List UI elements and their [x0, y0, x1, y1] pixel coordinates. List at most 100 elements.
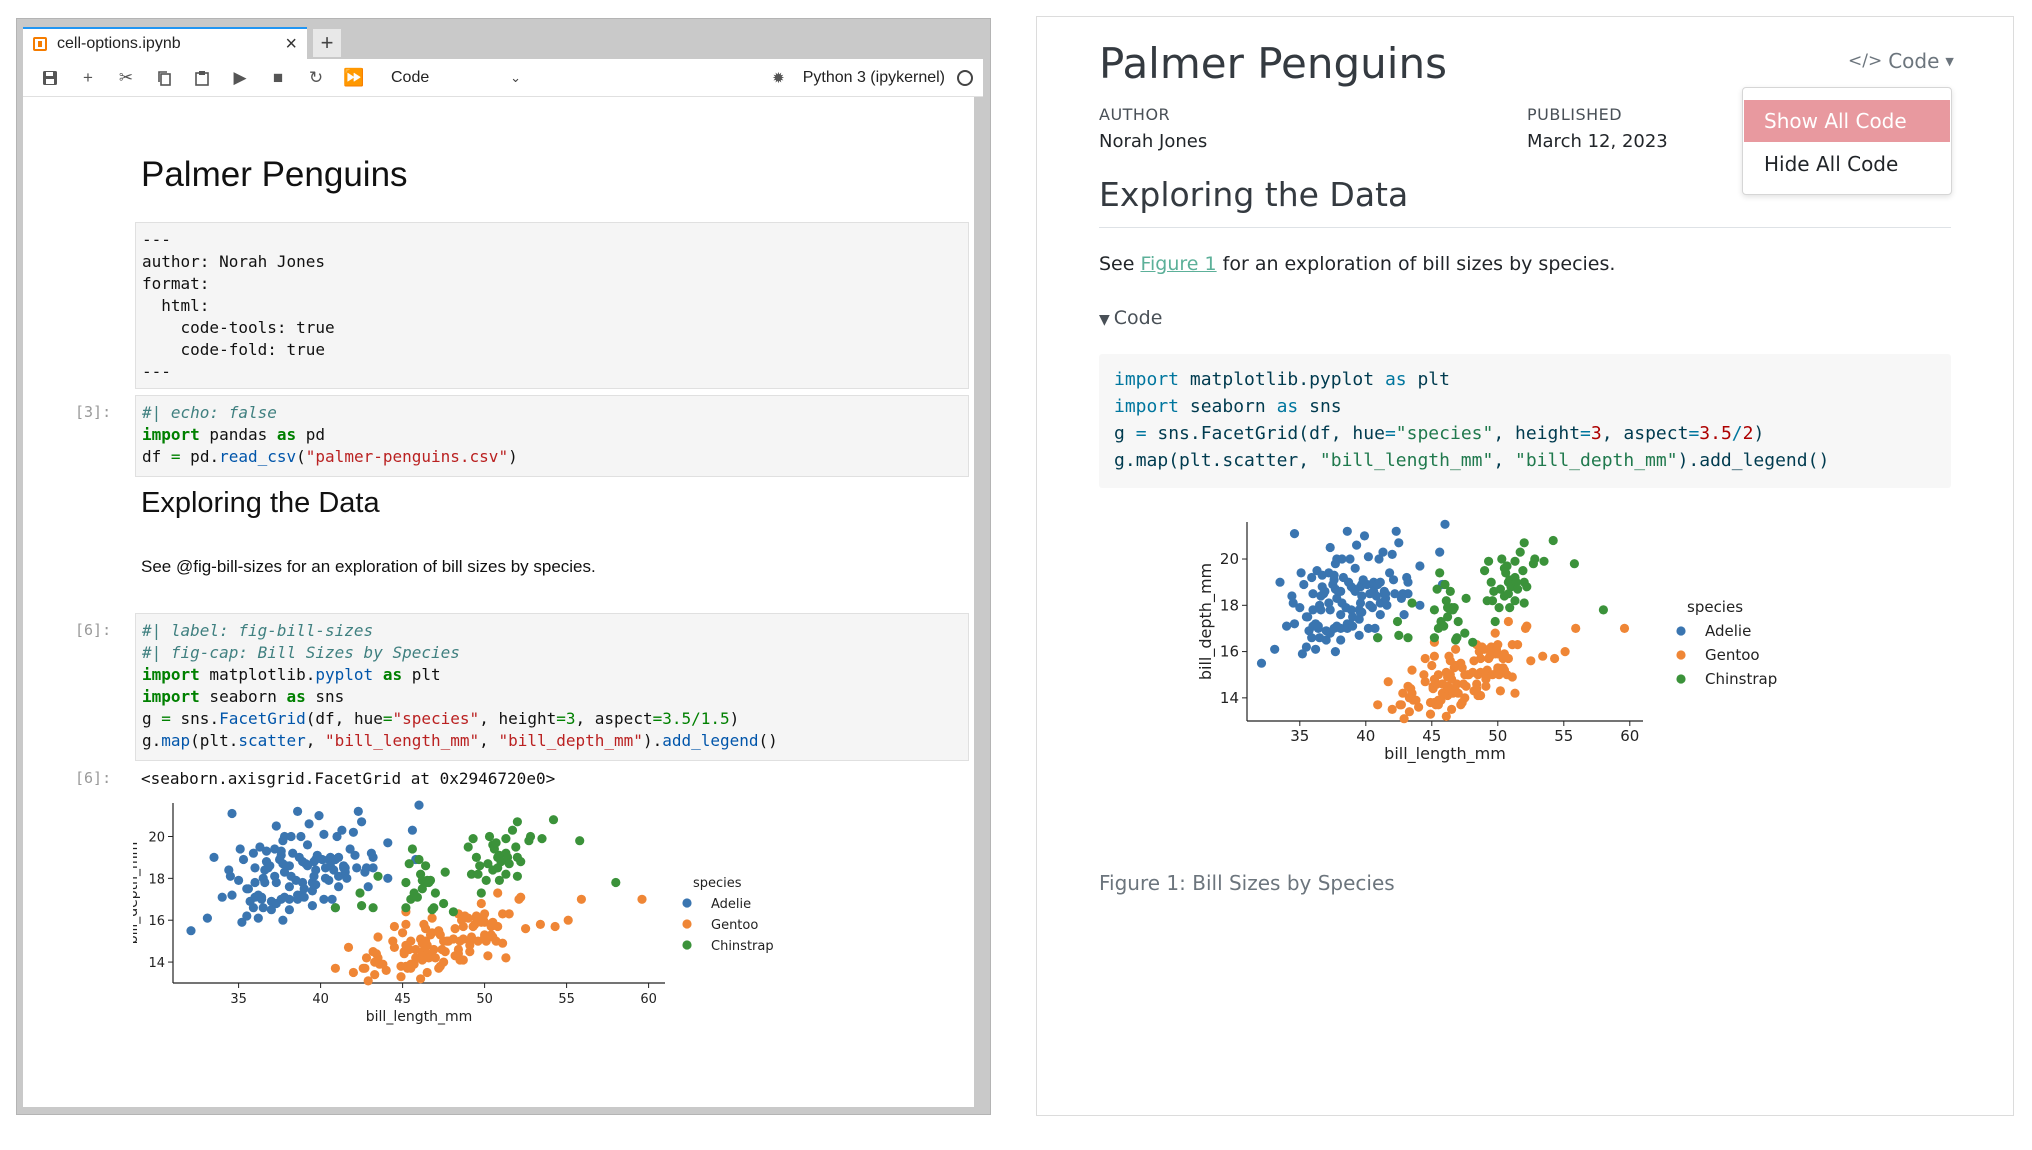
cell-type-select[interactable]: Code ⌄ — [391, 69, 521, 87]
point-chinstrap — [1392, 616, 1403, 627]
point-gentoo — [1411, 695, 1421, 705]
point-gentoo — [373, 932, 383, 942]
point-adelie — [242, 911, 252, 921]
point-chinstrap — [1480, 566, 1490, 576]
point-adelie — [311, 880, 321, 890]
code-cell-imports[interactable]: #| echo: false import pandas as pd df = … — [135, 395, 969, 477]
cut-icon[interactable]: ✂ — [118, 67, 134, 87]
point-gentoo — [563, 915, 573, 925]
point-gentoo — [1419, 670, 1429, 680]
point-adelie — [345, 844, 355, 854]
figure-link[interactable]: Figure 1 — [1140, 253, 1217, 275]
point-adelie — [286, 831, 296, 842]
point-gentoo — [1493, 640, 1503, 650]
point-adelie — [1357, 607, 1367, 617]
point-gentoo — [389, 921, 399, 932]
point-chinstrap — [537, 834, 547, 844]
code-tools-button[interactable]: </> Code ▼ — [1848, 49, 1954, 73]
point-adelie — [334, 852, 344, 862]
point-adelie — [271, 877, 281, 888]
point-adelie — [1363, 552, 1373, 562]
point-chinstrap — [575, 836, 585, 846]
legend-marker-chinstrap — [1676, 674, 1686, 684]
new-tab-button[interactable]: + — [313, 29, 341, 57]
code-cell-plot[interactable]: #| label: fig-bill-sizes #| fig-cap: Bil… — [135, 613, 969, 761]
point-gentoo — [1407, 665, 1417, 675]
code-block[interactable]: import matplotlib.pyplot as plt import s… — [1099, 354, 1951, 488]
point-gentoo — [481, 936, 491, 946]
point-gentoo — [1436, 695, 1446, 705]
code-fold-toggle[interactable]: ▼ Code — [1099, 307, 1162, 329]
point-chinstrap — [1452, 633, 1462, 643]
point-adelie — [1388, 575, 1399, 585]
point-gentoo — [476, 898, 486, 909]
point-adelie — [284, 882, 294, 892]
paste-icon[interactable] — [183, 62, 221, 94]
point-adelie — [1316, 605, 1326, 615]
point-adelie — [1303, 612, 1313, 622]
point-adelie — [296, 831, 306, 842]
scrollbar[interactable] — [974, 97, 984, 1107]
point-chinstrap — [330, 903, 340, 913]
point-adelie — [255, 842, 265, 852]
point-adelie — [329, 865, 339, 875]
legend-label-gentoo: Gentoo — [1705, 646, 1760, 664]
point-chinstrap — [471, 852, 481, 862]
point-chinstrap — [1501, 568, 1511, 578]
point-gentoo — [381, 965, 391, 975]
raw-cell[interactable]: --- author: Norah Jones format: html: co… — [135, 222, 969, 389]
point-chinstrap — [404, 859, 414, 869]
fast-forward-icon[interactable]: ⏩ — [343, 67, 365, 87]
legend-label-gentoo: Gentoo — [711, 918, 758, 933]
point-adelie — [260, 877, 270, 888]
point-adelie — [284, 905, 294, 915]
point-gentoo — [458, 955, 468, 965]
point-adelie — [1381, 589, 1391, 599]
hide-all-code-item[interactable]: Hide All Code — [1764, 152, 1899, 176]
save-icon[interactable] — [31, 62, 69, 94]
run-icon[interactable]: ▶ — [233, 67, 247, 87]
point-gentoo — [440, 947, 450, 957]
point-chinstrap — [407, 844, 417, 854]
restart-icon[interactable]: ↻ — [308, 67, 324, 87]
point-chinstrap — [496, 857, 506, 867]
point-adelie — [257, 892, 267, 902]
point-adelie — [1311, 644, 1321, 654]
show-all-code-item[interactable]: Show All Code — [1744, 100, 1950, 142]
point-adelie — [1370, 623, 1380, 633]
point-adelie — [319, 894, 329, 904]
point-gentoo — [1452, 679, 1462, 689]
point-adelie — [1301, 642, 1311, 652]
point-adelie — [317, 854, 327, 865]
point-adelie — [1325, 542, 1335, 553]
point-gentoo — [1457, 663, 1467, 673]
copy-icon[interactable] — [145, 62, 183, 94]
point-gentoo — [1495, 686, 1505, 696]
point-adelie — [284, 894, 294, 904]
x-tick-label: 60 — [640, 992, 657, 1007]
x-tick-label: 35 — [1290, 727, 1309, 745]
y-tick-label: 14 — [1220, 689, 1239, 707]
point-adelie — [1345, 554, 1355, 564]
point-gentoo — [1526, 656, 1536, 666]
close-icon[interactable]: × — [285, 32, 297, 55]
point-gentoo — [1476, 690, 1486, 701]
point-adelie — [307, 901, 317, 911]
debug-icon[interactable]: ✹ — [772, 69, 785, 87]
point-adelie — [1403, 577, 1413, 587]
add-cell-icon[interactable]: + — [83, 67, 93, 87]
point-adelie — [383, 838, 393, 848]
code-fold-label: Code — [1113, 307, 1163, 329]
notebook-tab[interactable]: cell-options.ipynb × — [23, 27, 307, 59]
legend-label-chinstrap: Chinstrap — [711, 939, 774, 954]
point-gentoo — [1425, 709, 1436, 719]
point-adelie — [383, 873, 393, 883]
point-chinstrap — [1461, 593, 1471, 603]
point-adelie — [276, 846, 286, 856]
stop-icon[interactable]: ■ — [272, 67, 284, 87]
point-chinstrap — [429, 903, 439, 913]
point-chinstrap — [1519, 538, 1529, 548]
point-adelie — [1256, 658, 1267, 668]
kernel-name[interactable]: Python 3 (ipykernel) — [802, 68, 945, 86]
point-adelie — [407, 825, 417, 835]
